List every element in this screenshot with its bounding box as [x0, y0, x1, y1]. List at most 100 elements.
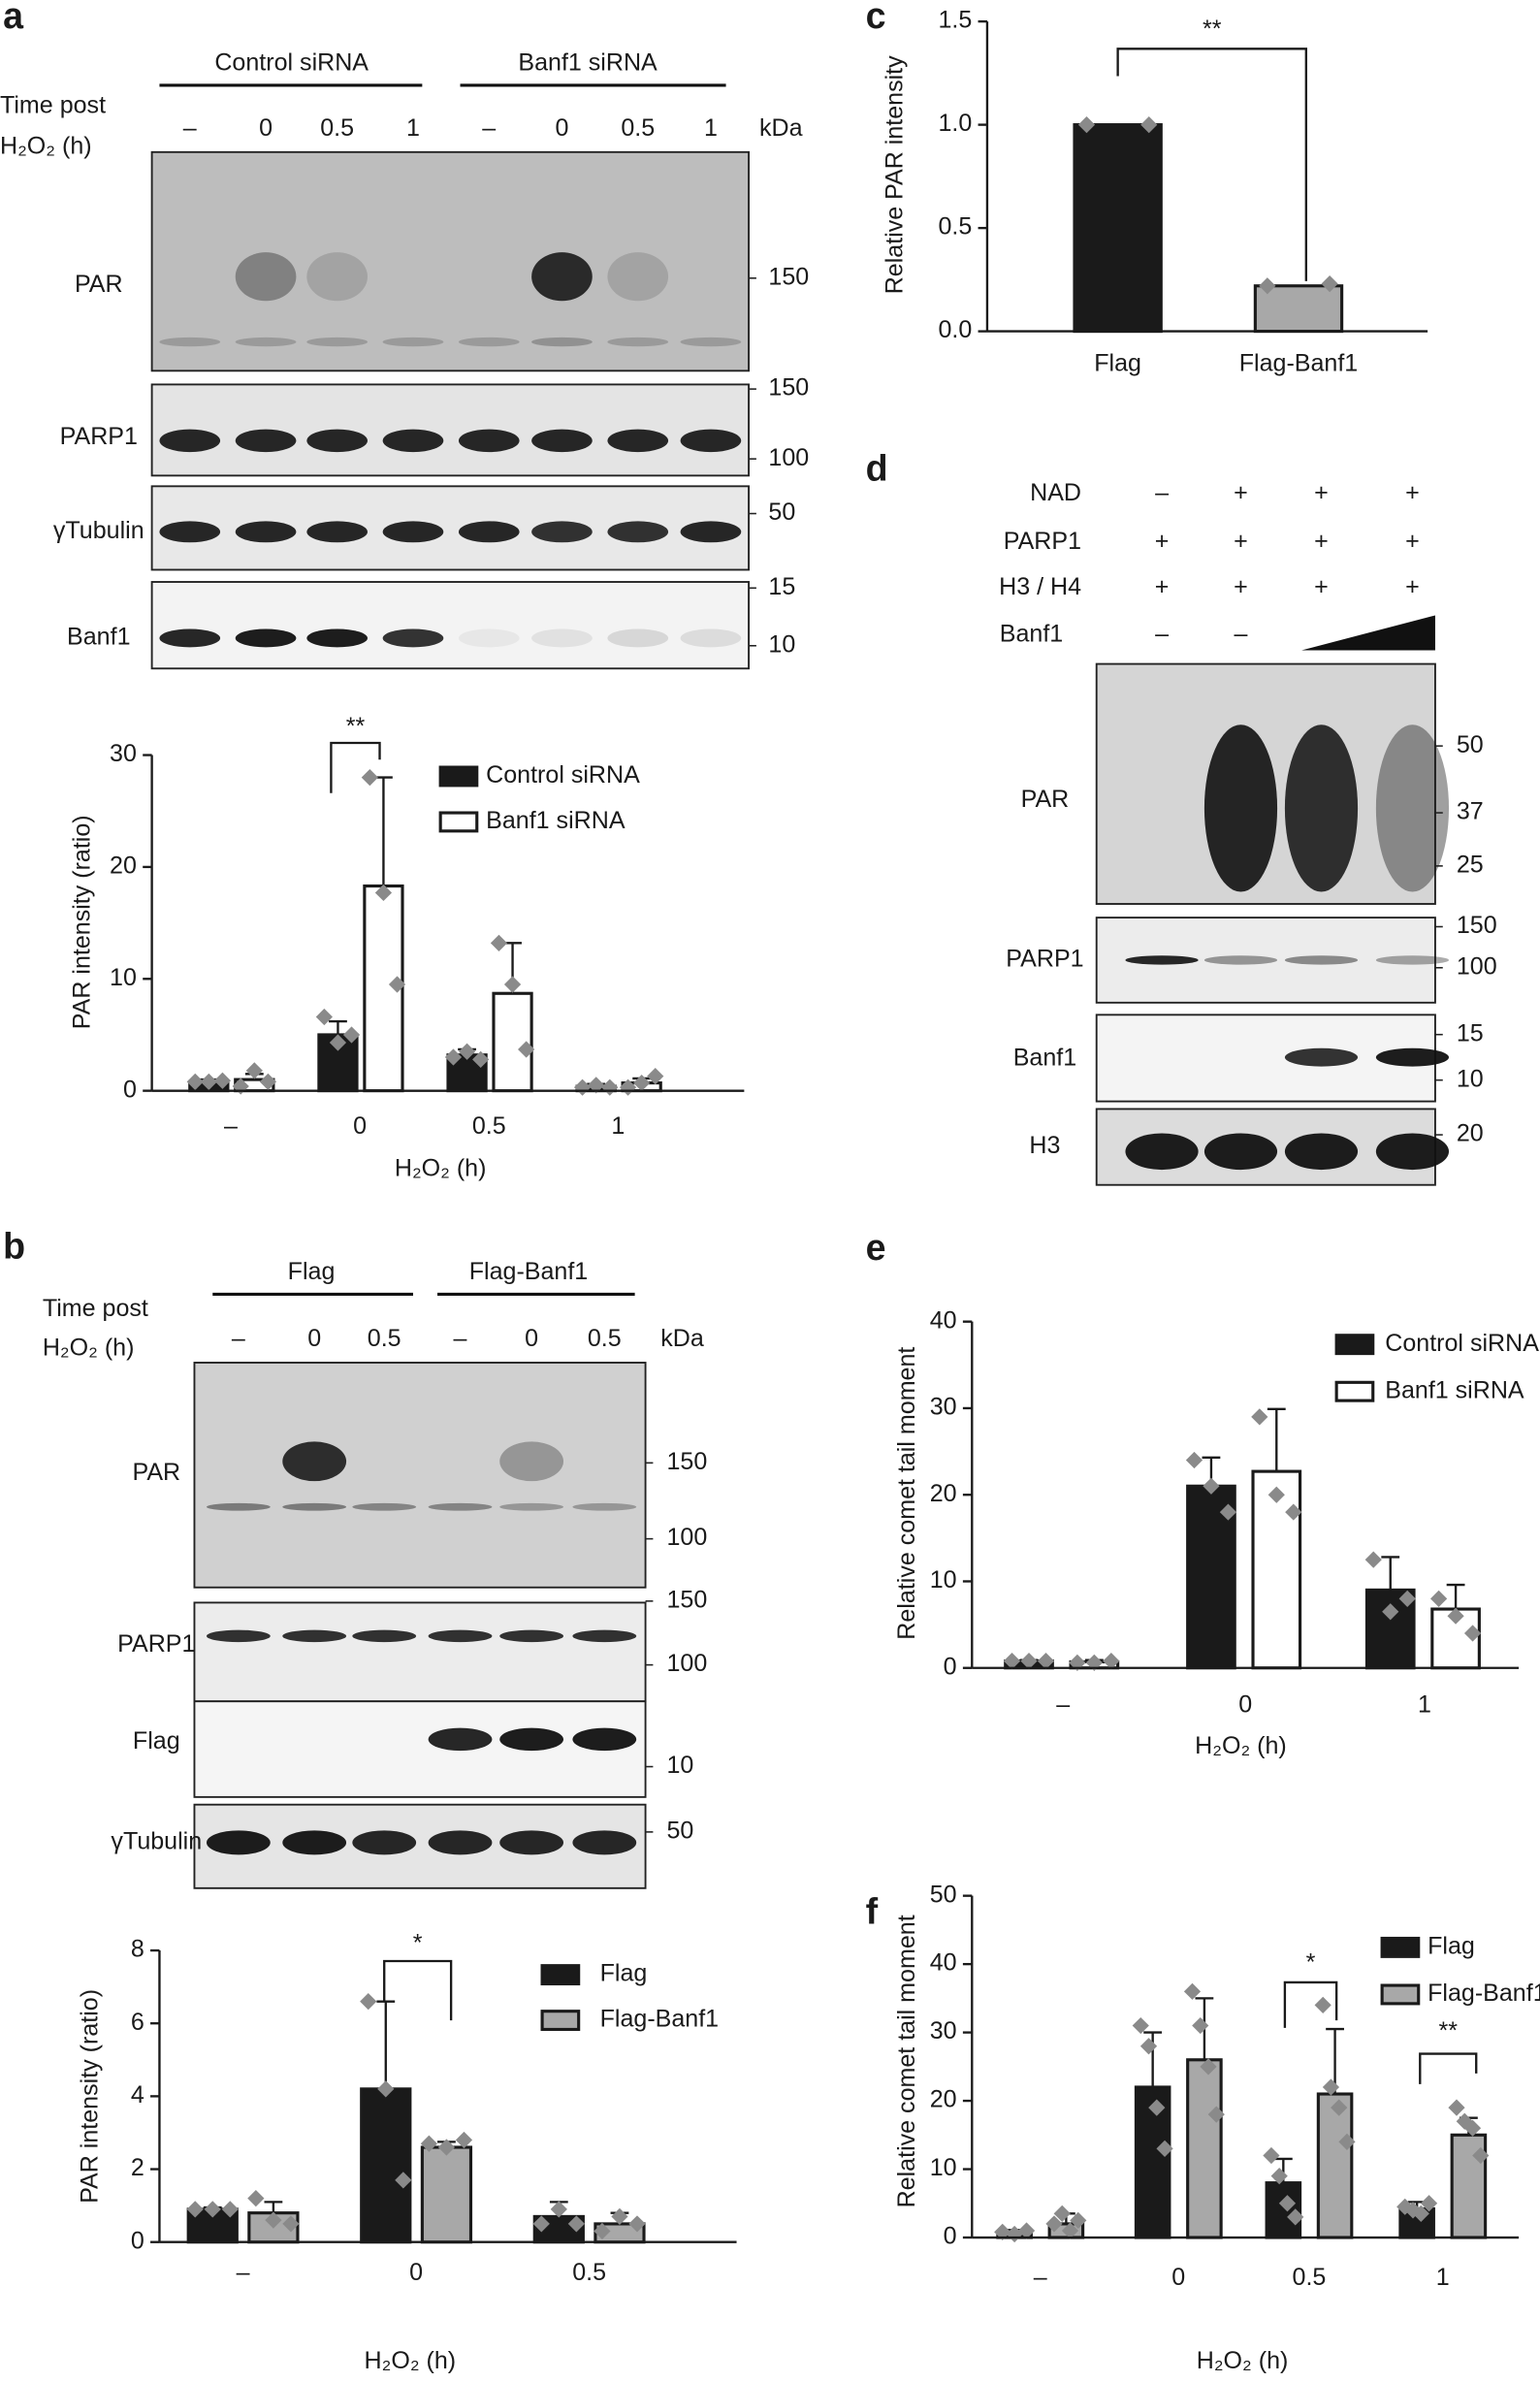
x-axis-label: H₂O₂ (h)	[1195, 1732, 1287, 1759]
condition-sign: +	[1405, 573, 1420, 600]
y-axis-label: Relative PAR intensity	[882, 55, 909, 294]
band	[458, 521, 520, 543]
x-tick-label: –	[1034, 2264, 1047, 2291]
condition-sign: +	[1234, 528, 1248, 555]
condition-sign: +	[1155, 573, 1170, 600]
y-tick-label: 50	[930, 1881, 957, 1908]
band	[282, 1502, 347, 1511]
band	[235, 521, 297, 543]
group-label: Flag	[288, 1258, 336, 1285]
marker-label: 10	[768, 630, 795, 658]
lane-label: 0	[525, 1325, 538, 1352]
condition-sign: –	[1155, 620, 1169, 647]
x-tick-label: 0.5	[472, 1112, 506, 1140]
band	[607, 252, 669, 302]
time-label: Time post	[0, 91, 106, 118]
lane-label: 1	[406, 114, 420, 142]
significance-bracket	[1419, 2052, 1478, 2084]
marker-label: 50	[768, 499, 795, 526]
band	[499, 1629, 564, 1643]
x-tick-label: 0	[353, 1112, 367, 1140]
y-tick-label: 0.0	[938, 316, 972, 343]
legend-label: Banf1 siRNA	[486, 807, 626, 834]
y-tick-label: 20	[930, 2086, 957, 2113]
band	[282, 1830, 347, 1855]
x-tick-label: 0.5	[1293, 2264, 1327, 2291]
data-point	[1448, 2099, 1465, 2116]
band	[382, 429, 444, 453]
band	[531, 337, 593, 347]
lane-label: 0	[307, 1325, 321, 1352]
y-axis-label: Relative comet tail moment	[893, 1347, 920, 1640]
band	[1284, 1133, 1359, 1171]
band	[206, 1830, 271, 1855]
x-tick-label: Flag	[1094, 350, 1141, 377]
band	[1284, 724, 1359, 892]
legend-label: Banf1 siRNA	[1385, 1376, 1524, 1403]
panel-letter: d	[866, 448, 888, 489]
y-tick-label: 0.5	[938, 213, 972, 241]
band	[499, 1830, 564, 1855]
marker-label: 10	[1457, 1065, 1484, 1092]
blot	[150, 150, 751, 372]
band	[428, 1727, 493, 1752]
condition-sign: –	[1235, 620, 1248, 647]
x-tick-label: 1	[611, 1112, 625, 1140]
band	[306, 337, 368, 347]
data-point	[247, 2190, 265, 2207]
y-tick-label: 20	[930, 1480, 957, 1507]
band	[382, 521, 444, 543]
y-tick-label: 4	[131, 2081, 144, 2108]
y-tick-label: 1.5	[938, 7, 972, 34]
bar	[1251, 1469, 1302, 1670]
data-point	[342, 1026, 361, 1044]
bar	[1253, 284, 1344, 334]
data-point	[458, 1043, 476, 1060]
row-label: Flag	[133, 1727, 180, 1754]
band	[680, 521, 742, 543]
band	[1375, 955, 1450, 965]
data-point	[1148, 2099, 1166, 2116]
band	[1375, 724, 1450, 892]
y-tick-label: 10	[110, 964, 137, 991]
significance-label: **	[1203, 16, 1222, 43]
y-tick-label: 0	[123, 1076, 137, 1103]
condition-sign: +	[1314, 479, 1329, 506]
band	[680, 429, 742, 453]
data-point	[472, 1050, 490, 1068]
significance-label: **	[346, 713, 366, 740]
y-tick-label: 8	[131, 1936, 144, 1963]
x-tick-label: 0.5	[572, 2259, 606, 2286]
band	[235, 252, 297, 302]
marker-label: 20	[1457, 1120, 1484, 1147]
band	[282, 1629, 347, 1643]
data-point	[490, 934, 508, 951]
y-tick-label: 30	[930, 1394, 957, 1421]
y-tick-label: 30	[110, 740, 137, 767]
marker-label: 50	[667, 1818, 694, 1845]
y-tick-label: 0	[131, 2227, 144, 2254]
data-point	[200, 1073, 217, 1091]
y-tick-label: 20	[110, 853, 137, 880]
marker-label: 37	[1457, 798, 1484, 825]
band	[306, 429, 368, 453]
lane-label: 0.5	[368, 1325, 401, 1352]
data-point	[503, 976, 522, 993]
condition-label: NAD	[1030, 479, 1081, 506]
group-label: Banf1 siRNA	[518, 49, 658, 77]
band	[607, 337, 669, 347]
y-axis-label: PAR intensity (ratio)	[69, 815, 96, 1029]
x-axis-label: H₂O₂ (h)	[395, 1155, 487, 1182]
band	[428, 1502, 493, 1511]
lane-label: 0.5	[588, 1325, 622, 1352]
data-point	[1420, 2195, 1438, 2212]
panel-letter: c	[866, 0, 886, 36]
y-tick-label: 10	[930, 2154, 957, 2181]
band	[1284, 955, 1359, 965]
blot	[150, 581, 751, 670]
band	[306, 521, 368, 543]
panel-letter: e	[866, 1227, 886, 1268]
band	[607, 521, 669, 543]
row-label: Banf1	[67, 624, 130, 651]
band	[458, 628, 520, 648]
